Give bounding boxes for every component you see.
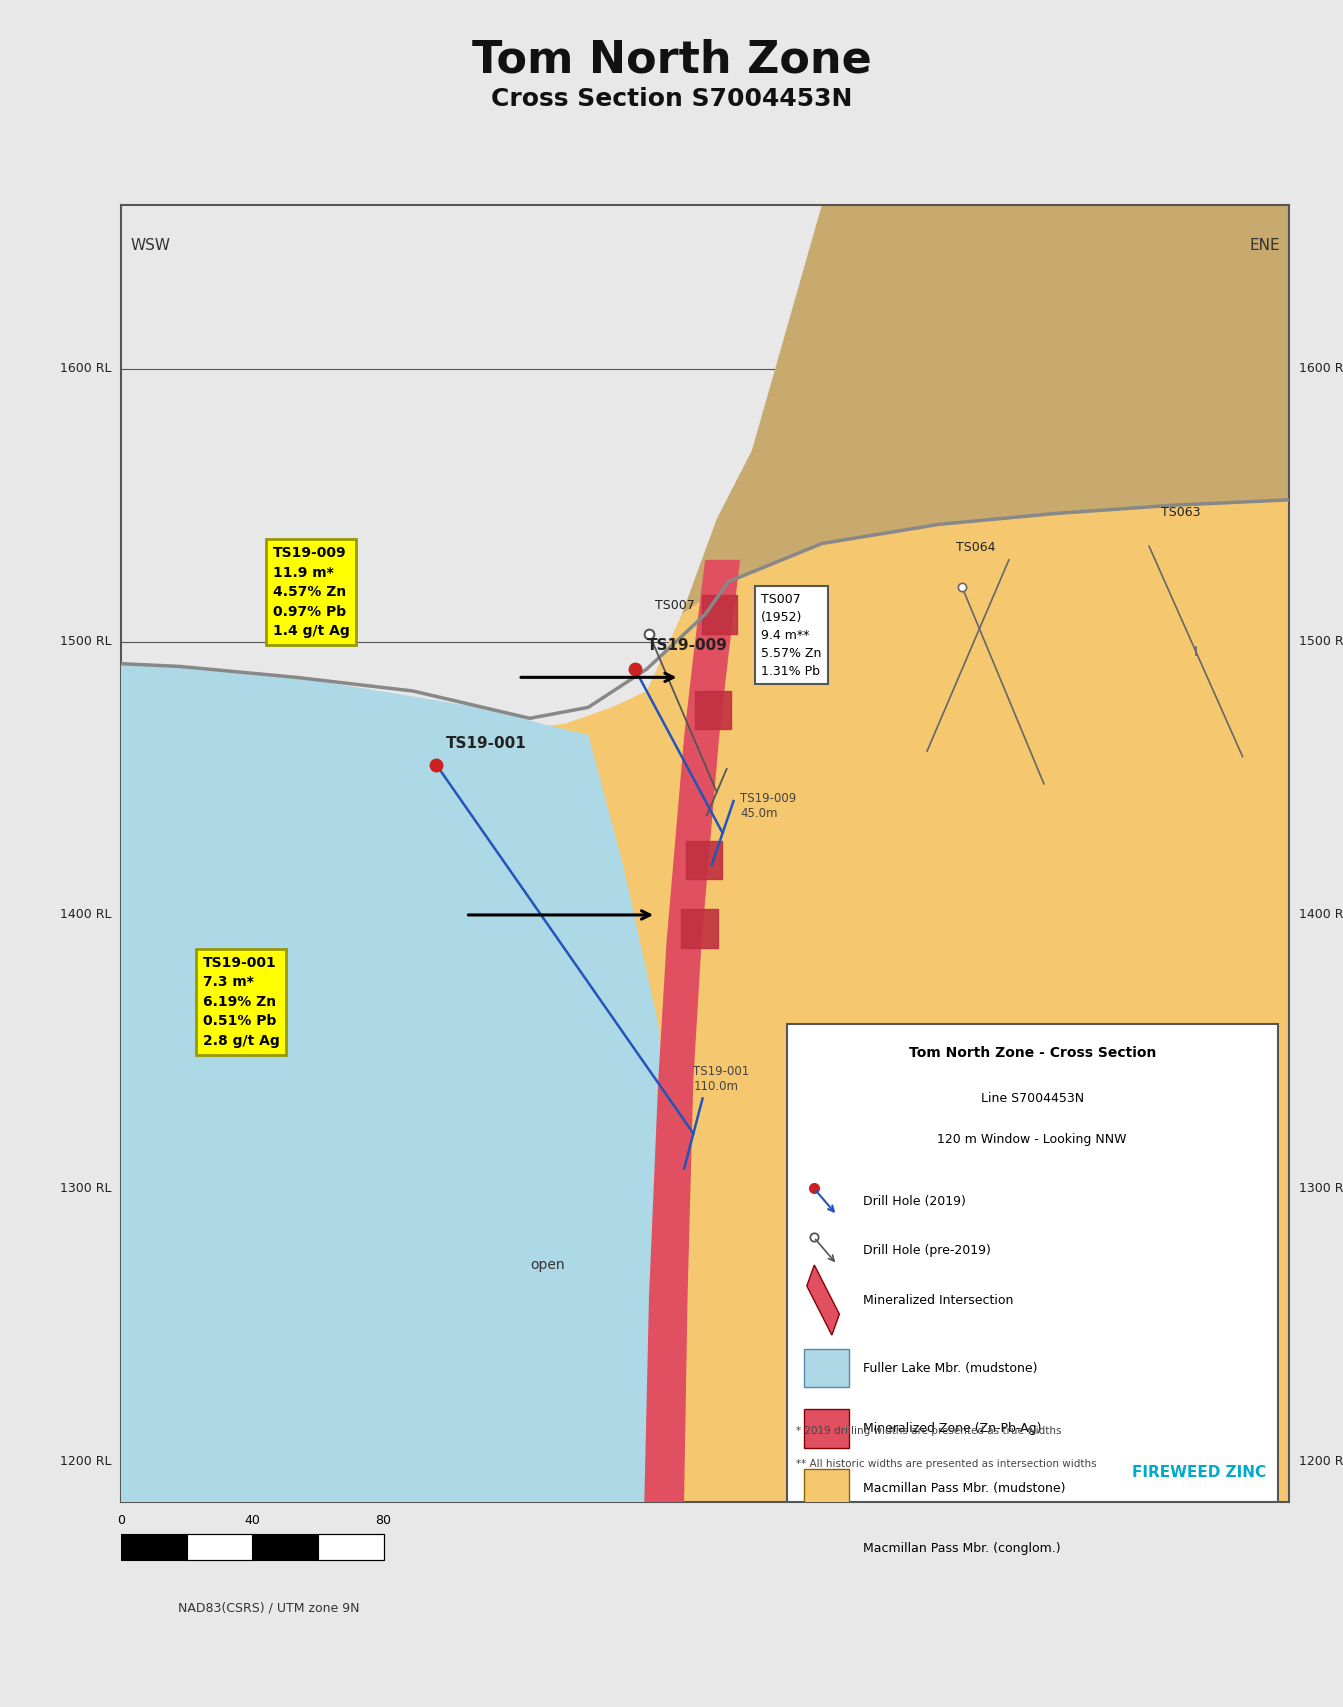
- Text: 1600 RL: 1600 RL: [60, 362, 111, 376]
- Text: TS19-001
7.3 m*
6.19% Zn
0.51% Pb
2.8 g/t Ag: TS19-001 7.3 m* 6.19% Zn 0.51% Pb 2.8 g/…: [203, 956, 279, 1048]
- Text: 1400 RL: 1400 RL: [60, 908, 111, 922]
- Text: Macmillan Pass Mbr. (mudstone): Macmillan Pass Mbr. (mudstone): [862, 1482, 1065, 1495]
- Text: Drill Hole (2019): Drill Hole (2019): [862, 1195, 966, 1209]
- Polygon shape: [121, 664, 670, 1502]
- Bar: [121, 1533, 384, 1560]
- Polygon shape: [807, 1265, 839, 1335]
- Text: Mineralized Zone (Zn-Pb-Ag): Mineralized Zone (Zn-Pb-Ag): [862, 1422, 1041, 1436]
- Text: TS007
(1952)
9.4 m**
5.57% Zn
1.31% Pb: TS007 (1952) 9.4 m** 5.57% Zn 1.31% Pb: [761, 592, 822, 678]
- Bar: [252, 1533, 318, 1560]
- Text: WSW: WSW: [130, 237, 171, 253]
- Bar: [187, 1533, 252, 1560]
- Text: 1200 RL: 1200 RL: [60, 1454, 111, 1468]
- Text: 1400 RL: 1400 RL: [1299, 908, 1343, 922]
- Text: Mineralized Intersection: Mineralized Intersection: [862, 1294, 1013, 1306]
- Polygon shape: [518, 500, 1289, 1502]
- Polygon shape: [682, 205, 1289, 615]
- Text: open: open: [530, 1258, 564, 1272]
- Bar: [804, 1470, 849, 1507]
- Text: 1600 RL: 1600 RL: [1299, 362, 1343, 376]
- Text: TS19-009: TS19-009: [647, 638, 728, 652]
- Bar: [804, 1410, 849, 1448]
- Text: Cross Section S7004453N: Cross Section S7004453N: [490, 87, 853, 111]
- Text: 0: 0: [117, 1514, 125, 1528]
- Bar: [804, 1349, 849, 1388]
- Text: ENE: ENE: [1249, 237, 1280, 253]
- Text: Line S7004453N: Line S7004453N: [980, 1092, 1084, 1106]
- Text: FIREWEED ZINC: FIREWEED ZINC: [1132, 1465, 1266, 1480]
- Bar: [804, 1529, 849, 1567]
- Text: ** All historic widths are presented as intersection widths: ** All historic widths are presented as …: [796, 1459, 1097, 1470]
- Text: 120 m Window - Looking NNW: 120 m Window - Looking NNW: [937, 1133, 1127, 1147]
- Text: 1200 RL: 1200 RL: [1299, 1454, 1343, 1468]
- Text: 80: 80: [376, 1514, 392, 1528]
- Text: 1300 RL: 1300 RL: [1299, 1181, 1343, 1195]
- Text: 1500 RL: 1500 RL: [1299, 635, 1343, 649]
- Text: Drill Hole (pre-2019): Drill Hole (pre-2019): [862, 1244, 991, 1258]
- Bar: [121, 1533, 187, 1560]
- Text: TS19-009
11.9 m*
4.57% Zn
0.97% Pb
1.4 g/t Ag: TS19-009 11.9 m* 4.57% Zn 0.97% Pb 1.4 g…: [273, 546, 349, 638]
- Text: TS19-001
110.0m: TS19-001 110.0m: [693, 1065, 749, 1092]
- Text: Tom North Zone: Tom North Zone: [471, 38, 872, 82]
- Bar: [787, 1024, 1277, 1502]
- Text: * 2019 drilling widths are presented as true widths: * 2019 drilling widths are presented as …: [796, 1425, 1062, 1436]
- Text: TS19-009
45.0m: TS19-009 45.0m: [740, 792, 796, 819]
- Text: TS007: TS007: [655, 599, 694, 611]
- Text: NAD83(CSRS) / UTM zone 9N: NAD83(CSRS) / UTM zone 9N: [177, 1601, 360, 1615]
- Text: 1300 RL: 1300 RL: [60, 1181, 111, 1195]
- Polygon shape: [645, 560, 740, 1502]
- Text: TS063: TS063: [1160, 505, 1201, 519]
- Text: Tom North Zone - Cross Section: Tom North Zone - Cross Section: [909, 1046, 1156, 1060]
- Text: TS19-001: TS19-001: [446, 736, 526, 751]
- Bar: [318, 1533, 384, 1560]
- Text: 1500 RL: 1500 RL: [60, 635, 111, 649]
- Text: Macmillan Pass Mbr. (conglom.): Macmillan Pass Mbr. (conglom.): [862, 1541, 1061, 1555]
- Text: 40: 40: [244, 1514, 261, 1528]
- Text: Fuller Lake Mbr. (mudstone): Fuller Lake Mbr. (mudstone): [862, 1362, 1037, 1374]
- Text: TS064: TS064: [956, 541, 995, 555]
